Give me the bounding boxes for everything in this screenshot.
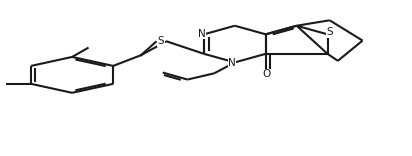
Text: N: N [198, 29, 206, 39]
Text: N: N [228, 58, 236, 68]
Text: S: S [157, 36, 164, 46]
Text: S: S [326, 27, 333, 37]
Text: O: O [263, 69, 271, 79]
